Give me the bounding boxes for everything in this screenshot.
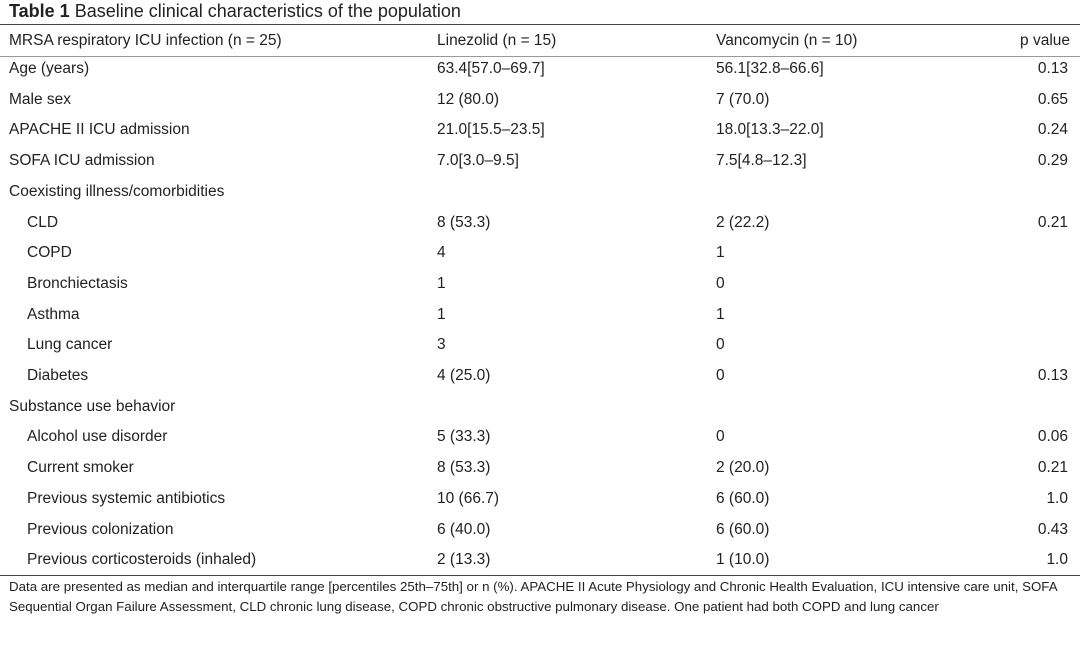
cell-vancomycin: 0	[716, 367, 725, 384]
cell-linezolid: 1	[437, 305, 446, 323]
cell-vancomycin: 1	[716, 244, 725, 262]
cell-vancomycin: 7 (70.0)	[716, 90, 770, 108]
cell-vancomycin: 2 (22.2)	[716, 213, 770, 231]
table-row: Current smoker 8 (53.3) 2 (20.0) 0.21	[0, 453, 1080, 483]
cell-linezolid: 8 (53.3)	[437, 459, 491, 477]
table-row: Lung cancer 3 0	[0, 330, 1080, 360]
cell-p-value: 0.13	[1037, 367, 1068, 384]
cell-vancomycin: 1 (10.0)	[716, 551, 770, 569]
row-label: Previous systemic antibiotics	[27, 489, 226, 507]
row-label: Substance use behavior	[9, 397, 176, 415]
row-label: COPD	[27, 244, 72, 262]
row-label: Current smoker	[27, 459, 134, 477]
table-row: SOFA ICU admission 7.0[3.0–9.5] 7.5[4.8–12…	[0, 146, 1080, 176]
cell-linezolid: 8 (53.3)	[437, 213, 491, 231]
row-label: Diabetes	[27, 367, 89, 384]
cell-p-value: 0.24	[1037, 121, 1068, 139]
table-row: Diabetes 4 (25.0) 0 0.13	[0, 361, 1080, 391]
cell-p-value: 1.0	[1046, 489, 1068, 507]
header-linezolid: Linezolid (n = 15)	[437, 32, 557, 49]
table-caption-text: Baseline clinical characteristics of the…	[74, 1, 461, 21]
table-row: Age (years) 63.4[57.0–69.7] 56.1[32.8–66.6…	[0, 54, 1080, 84]
row-label: Asthma	[27, 305, 80, 323]
row-label: CLD	[27, 213, 59, 231]
table-caption-label: Table 1	[9, 1, 70, 21]
header-rule	[0, 56, 1080, 57]
table-row: Alcohol use disorder 5 (33.3) 0 0.06	[0, 422, 1080, 452]
table-footnote: Data are presented as median and interqu…	[9, 579, 1057, 614]
table-row: Substance use behavior	[0, 392, 1080, 422]
table-row: Previous colonization 6 (40.0) 6 (60.0) 0.4…	[0, 515, 1080, 545]
row-label: Alcohol use disorder	[27, 428, 168, 446]
cell-p-value: 0.21	[1037, 213, 1068, 231]
table-row: Previous systemic antibiotics 10 (66.7) 6 …	[0, 484, 1080, 514]
cell-linezolid: 63.4[57.0–69.7]	[437, 60, 545, 77]
cell-p-value: 0.29	[1037, 152, 1068, 170]
row-label: APACHE II ICU admission	[9, 121, 190, 139]
cell-p-value: 0.13	[1037, 60, 1068, 77]
cell-linezolid: 4	[437, 244, 446, 262]
cell-linezolid: 10 (66.7)	[437, 489, 500, 507]
header-p-value: p value	[1020, 32, 1070, 49]
table-row: Asthma 1 1	[0, 300, 1080, 330]
row-label: Male sex	[9, 90, 72, 108]
cell-vancomycin: 0	[716, 336, 725, 354]
cell-vancomycin: 18.0[13.3–22.0]	[716, 121, 824, 139]
cell-linezolid: 5 (33.3)	[437, 428, 491, 446]
row-label: Lung cancer	[27, 336, 113, 354]
table-row: APACHE II ICU admission 21.0[15.5–23.5] 18…	[0, 115, 1080, 145]
cell-p-value: 0.43	[1037, 520, 1068, 538]
cell-vancomycin: 6 (60.0)	[716, 520, 770, 538]
cell-linezolid: 21.0[15.5–23.5]	[437, 121, 545, 139]
cell-linezolid: 3	[437, 336, 446, 354]
header-cohort: MRSA respiratory ICU infection (n = 25)	[9, 32, 282, 49]
table-caption: Table 1 Baseline clinical characteristic…	[9, 0, 461, 24]
row-label: Bronchiectasis	[27, 274, 128, 292]
cell-linezolid: 12 (80.0)	[437, 90, 500, 108]
row-label: Coexisting illness/comorbidities	[9, 182, 225, 200]
table-row: Previous corticosteroids (inhaled) 2 (13.…	[0, 545, 1080, 575]
header-vancomycin: Vancomycin (n = 10)	[716, 32, 858, 49]
row-label: Age (years)	[9, 60, 90, 77]
row-label: SOFA ICU admission	[9, 152, 155, 170]
cell-vancomycin: 56.1[32.8–66.6]	[716, 60, 824, 77]
table-row: COPD 4 1	[0, 238, 1080, 268]
cell-vancomycin: 6 (60.0)	[716, 489, 770, 507]
cell-p-value: 0.06	[1037, 428, 1068, 446]
table-row: Bronchiectasis 1 0	[0, 269, 1080, 299]
bottom-rule	[0, 575, 1080, 576]
row-label: Previous colonization	[27, 520, 174, 538]
cell-p-value: 0.21	[1037, 459, 1068, 477]
cell-linezolid: 2 (13.3)	[437, 551, 491, 569]
cell-vancomycin: 0	[716, 274, 725, 292]
table-row: Male sex 12 (80.0) 7 (70.0) 0.65	[0, 85, 1080, 115]
table-header-row: MRSA respiratory ICU infection (n = 25) …	[0, 26, 1080, 56]
cell-linezolid: 6 (40.0)	[437, 520, 491, 538]
cell-p-value: 1.0	[1046, 551, 1068, 569]
table-row: CLD 8 (53.3) 2 (22.2) 0.21	[0, 208, 1080, 238]
cell-linezolid: 4 (25.0)	[437, 367, 491, 384]
cell-vancomycin: 2 (20.0)	[716, 459, 770, 477]
cell-p-value: 0.65	[1037, 90, 1068, 108]
cell-linezolid: 1	[437, 274, 446, 292]
top-rule	[0, 24, 1080, 25]
cell-vancomycin: 7.5[4.8–12.3]	[716, 152, 807, 170]
cell-vancomycin: 1	[716, 305, 725, 323]
cell-vancomycin: 0	[716, 428, 725, 446]
row-label: Previous corticosteroids (inhaled)	[27, 551, 257, 569]
table-row: Coexisting illness/comorbidities	[0, 177, 1080, 207]
cell-linezolid: 7.0[3.0–9.5]	[437, 152, 519, 170]
